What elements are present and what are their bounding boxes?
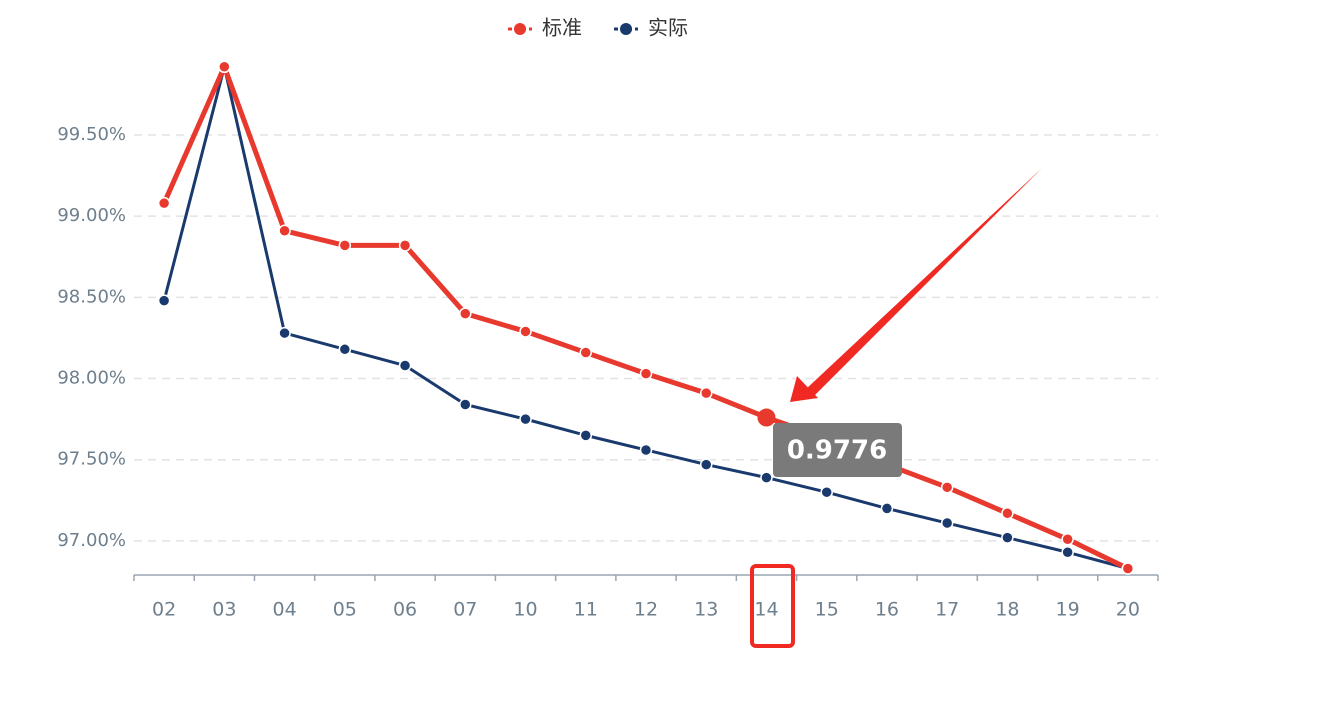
x-tick-label: 19 <box>1056 599 1080 621</box>
legend: 标准 实际 <box>508 16 688 40</box>
y-tick-label: 97.00% <box>57 530 126 551</box>
data-point <box>579 429 593 442</box>
x-tick-label: 11 <box>574 599 598 621</box>
data-point <box>1061 533 1074 546</box>
data-point <box>338 239 352 252</box>
data-point <box>940 516 954 530</box>
series-line <box>162 65 1129 570</box>
x-tick-label: 18 <box>995 599 1019 621</box>
data-point <box>1001 531 1014 544</box>
data-point <box>579 346 593 359</box>
data-point <box>820 485 833 499</box>
data-point <box>699 458 713 471</box>
data-point <box>1061 546 1074 559</box>
data-point <box>157 294 171 307</box>
arrow-head <box>790 376 818 402</box>
x-tick-label: 04 <box>272 599 296 621</box>
tooltip: 0.9776 <box>773 423 902 477</box>
x-tick-label: 16 <box>875 599 899 621</box>
data-point <box>278 326 291 340</box>
y-tick-label: 99.00% <box>57 205 126 226</box>
plot-area: 97.00% 97.50% 98.00% 98.50% 99.00% 99.50% 02 03… <box>57 60 1159 621</box>
data-point <box>519 412 532 426</box>
data-point <box>757 408 776 427</box>
legend-label: 标准 <box>542 16 582 40</box>
data-point <box>639 443 653 457</box>
x-tick-label: 15 <box>815 599 839 621</box>
x-tick-label: 12 <box>634 599 658 621</box>
data-point <box>1001 507 1014 520</box>
data-point <box>459 398 472 411</box>
data-point <box>1121 562 1135 575</box>
data-point <box>218 60 231 74</box>
y-tick-label: 97.50% <box>57 449 126 470</box>
x-tick-label: 14 <box>754 599 778 621</box>
highlight-box <box>750 564 795 648</box>
data-point <box>639 367 653 380</box>
data-point <box>699 386 713 400</box>
x-tick-label: 06 <box>393 599 417 621</box>
data-point <box>338 343 352 356</box>
x-tick-label: 13 <box>694 599 718 621</box>
x-tick-label: 03 <box>212 599 236 621</box>
data-point <box>760 471 773 484</box>
data-point <box>157 196 171 210</box>
legend-marker <box>620 23 632 35</box>
y-tick-label: 98.50% <box>57 286 126 307</box>
data-point <box>398 359 412 372</box>
y-tick-label: 99.50% <box>57 124 126 145</box>
x-tick-label: 10 <box>513 599 537 621</box>
tooltip-box <box>773 423 902 477</box>
x-tick-label: 02 <box>152 599 176 621</box>
arrow-shaft <box>805 168 1042 398</box>
y-tick-label: 98.00% <box>57 368 126 389</box>
data-point <box>459 307 472 320</box>
legend-marker <box>514 23 526 35</box>
series-line <box>161 64 1129 571</box>
data-point <box>519 325 532 338</box>
tooltip-text: 0.9776 <box>787 436 887 466</box>
x-tick-label: 17 <box>935 599 959 621</box>
data-point <box>278 224 291 238</box>
data-point <box>940 481 954 494</box>
x-tick-label: 07 <box>453 599 477 621</box>
annotation-arrow <box>790 168 1042 402</box>
data-point <box>880 502 894 515</box>
legend-label: 实际 <box>648 16 688 40</box>
data-point <box>398 239 412 252</box>
x-tick-label: 05 <box>333 599 357 621</box>
x-tick-label: 20 <box>1116 599 1140 621</box>
